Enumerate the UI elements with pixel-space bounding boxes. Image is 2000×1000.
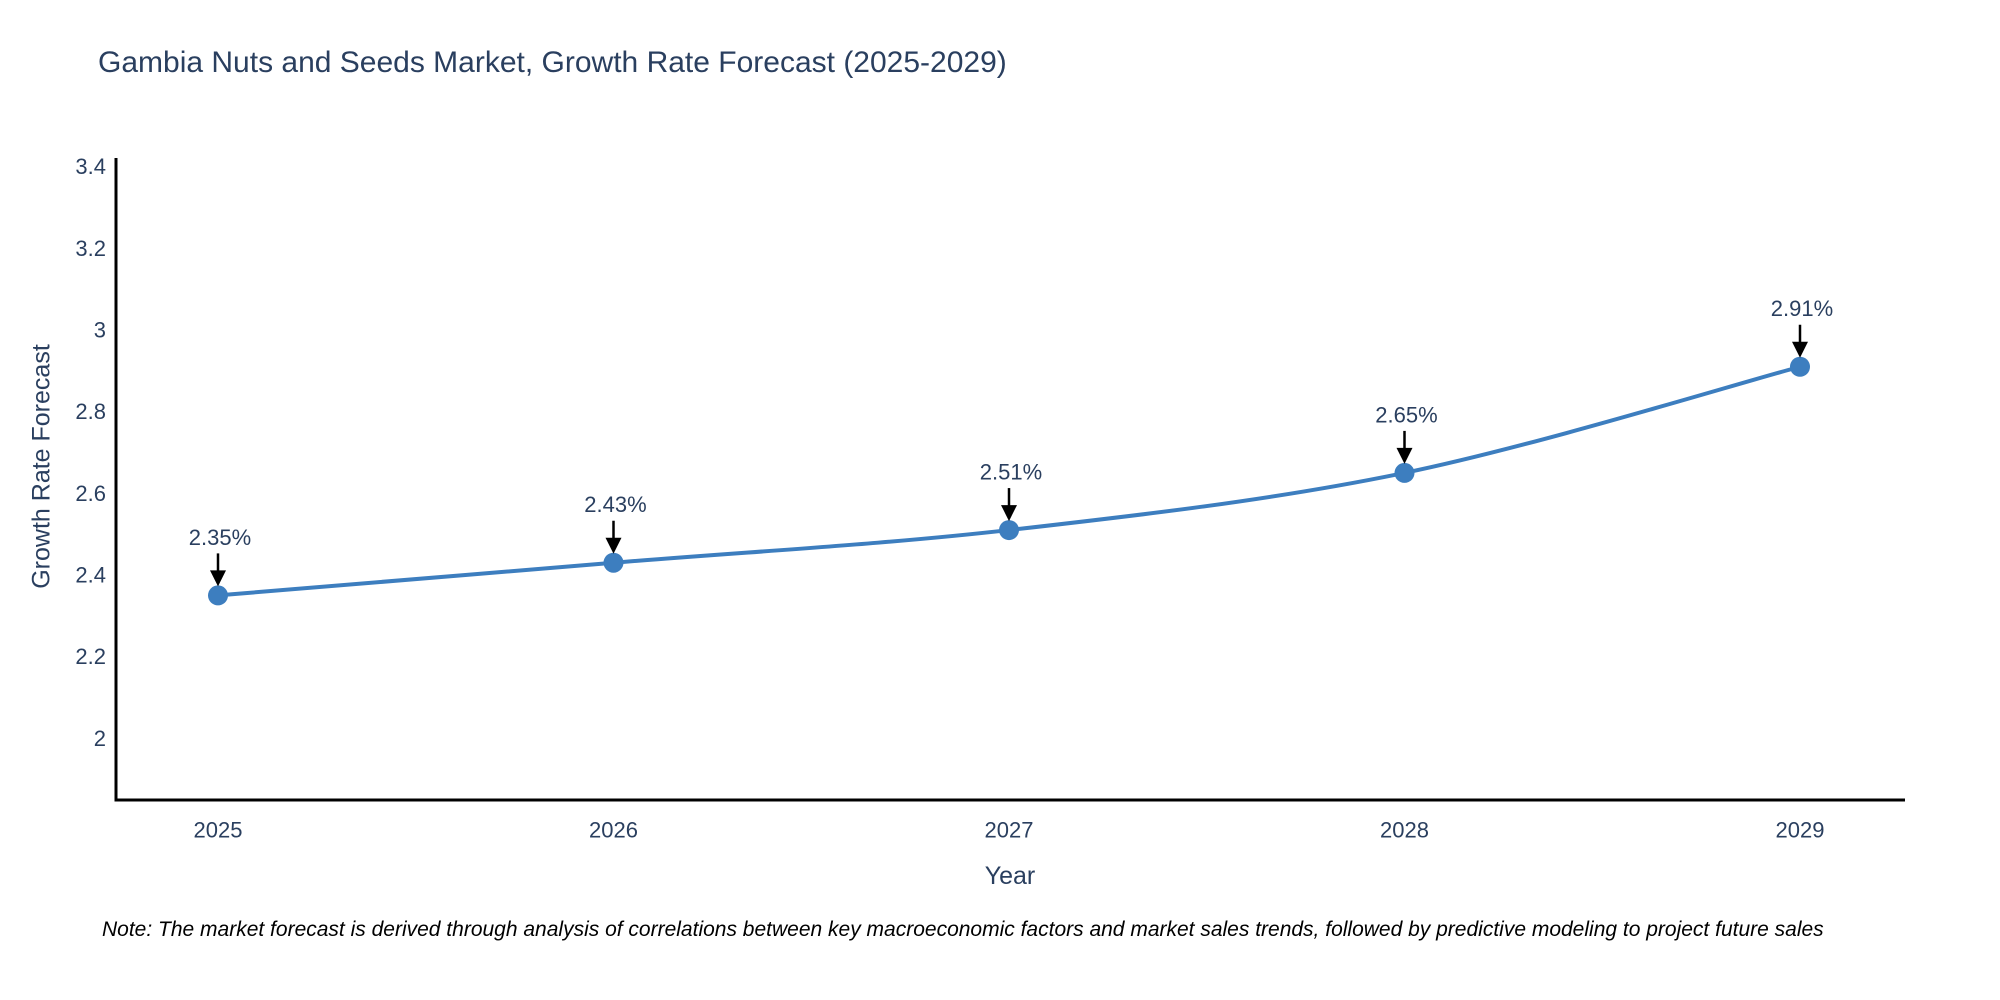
data-point-marker[interactable] bbox=[603, 552, 624, 573]
y-tick-label: 2.8 bbox=[75, 399, 106, 424]
y-tick-label: 2.4 bbox=[75, 562, 106, 587]
y-tick-label: 3.2 bbox=[75, 236, 106, 261]
x-tick-label: 2027 bbox=[985, 818, 1034, 843]
annotation-arrowhead-icon bbox=[1001, 505, 1017, 522]
x-axis-title: Year bbox=[984, 862, 1036, 890]
annotation-arrowhead-icon bbox=[1792, 341, 1808, 358]
y-tick-label: 2 bbox=[94, 726, 106, 751]
footnote: Note: The market forecast is derived thr… bbox=[102, 918, 1824, 941]
data-point-label: 2.91% bbox=[1771, 296, 1833, 321]
x-tick-label: 2028 bbox=[1380, 818, 1429, 843]
annotation-arrowhead-icon bbox=[605, 537, 622, 554]
y-tick-label: 2.6 bbox=[75, 481, 106, 506]
data-point-marker[interactable] bbox=[208, 585, 228, 606]
data-point-label: 2.51% bbox=[980, 460, 1042, 485]
data-point-marker[interactable] bbox=[1394, 462, 1415, 483]
x-tick-label: 2029 bbox=[1776, 818, 1825, 843]
data-point-label: 2.35% bbox=[189, 525, 251, 550]
chart-title: Gambia Nuts and Seeds Market, Growth Rat… bbox=[98, 46, 1007, 79]
annotation-arrowhead-icon bbox=[210, 570, 226, 587]
data-point-marker[interactable] bbox=[999, 520, 1019, 541]
y-tick-label: 3.4 bbox=[75, 154, 106, 179]
x-tick-label: 2025 bbox=[194, 818, 243, 843]
annotation-arrowhead-icon bbox=[1396, 447, 1413, 464]
data-point-label: 2.65% bbox=[1375, 402, 1437, 427]
x-tick-label: 2026 bbox=[589, 818, 638, 843]
y-tick-label: 3 bbox=[94, 318, 106, 343]
data-point-label: 2.43% bbox=[584, 492, 646, 517]
data-point-marker[interactable] bbox=[1790, 356, 1810, 377]
y-tick-label: 2.2 bbox=[75, 644, 106, 669]
